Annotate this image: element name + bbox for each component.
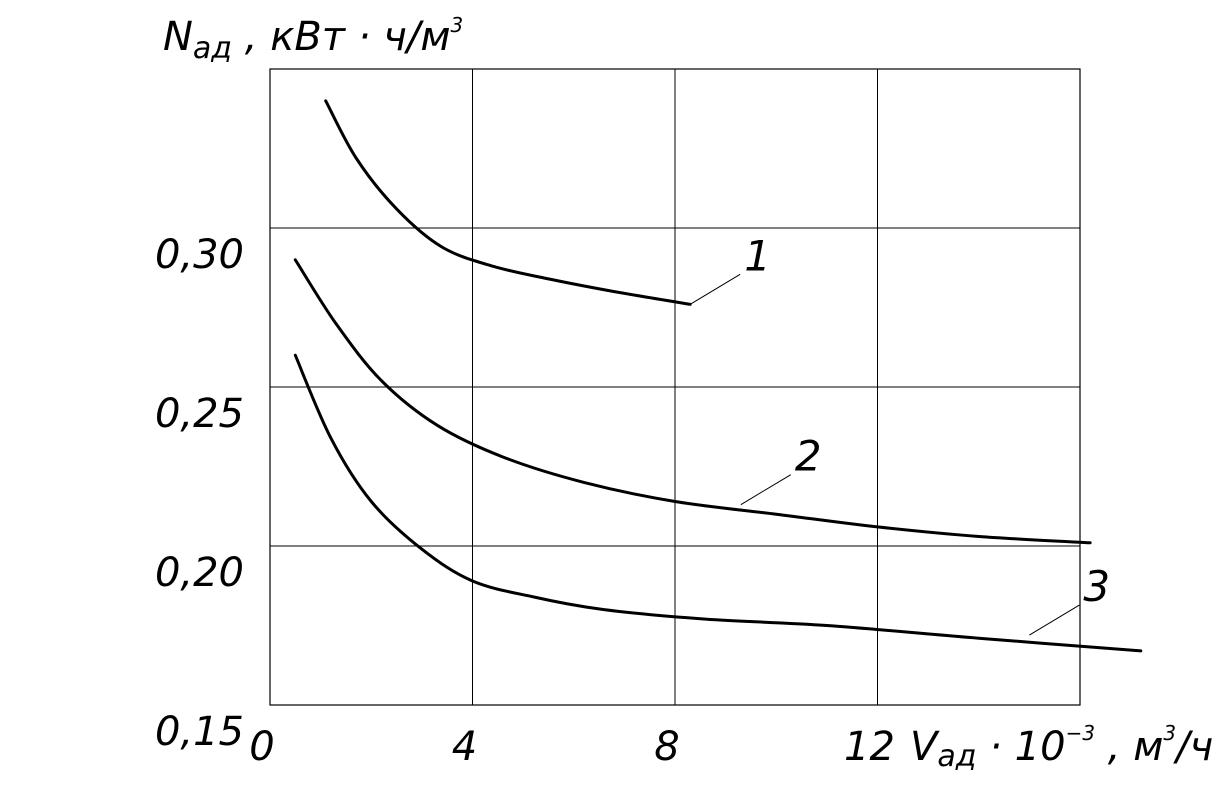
- y-tick-label: 0,20: [155, 550, 244, 596]
- x-axis-multiplier: · 10: [977, 724, 1066, 770]
- leader-lines: [689, 273, 1080, 636]
- leader-line-2: [740, 474, 792, 506]
- y-tick-label: 0,15: [155, 709, 244, 755]
- y-axis-title: Nад , кВт · ч/м3: [163, 13, 463, 66]
- curve-label-3: 3: [1083, 562, 1110, 611]
- curve-series-3: [293, 353, 1143, 653]
- y-axis-units-exponent: 3: [451, 13, 464, 37]
- x-axis-symbol: V: [910, 724, 940, 770]
- curves: [293, 99, 1143, 653]
- x-tick-labels: 0 4 8 12: [249, 724, 895, 770]
- y-axis-symbol: N: [163, 14, 193, 60]
- x-tick-label: 0: [249, 724, 274, 770]
- x-axis-subscript: ад: [937, 739, 976, 774]
- curve-series-1: [324, 99, 692, 306]
- x-axis-multiplier-exponent: −3: [1066, 721, 1095, 745]
- y-axis-subscript: ад: [193, 31, 232, 66]
- x-axis-title: Vад · 10−3 , м3/ч: [910, 721, 1213, 774]
- x-tick-label: 8: [654, 724, 679, 770]
- y-tick-label: 0,30: [155, 232, 244, 278]
- curve-labels: 1 2 3: [744, 231, 1110, 611]
- curve-series-2: [293, 258, 1092, 545]
- grid: [270, 69, 1080, 705]
- x-axis-units-suffix: /ч: [1173, 724, 1213, 770]
- y-tick-label: 0,25: [155, 391, 244, 437]
- x-tick-label: 12: [844, 724, 895, 770]
- leader-line-3: [1029, 604, 1080, 636]
- x-axis-units-exponent: 3: [1163, 721, 1176, 745]
- x-axis-units: , м: [1095, 724, 1163, 770]
- x-tick-label: 4: [452, 724, 477, 770]
- curve-label-2: 2: [795, 432, 822, 481]
- y-tick-labels: 0,30 0,25 0,20 0,15: [155, 232, 244, 755]
- leader-line-1: [689, 273, 741, 305]
- y-axis-units: , кВт · ч/м: [232, 14, 450, 60]
- curve-label-1: 1: [744, 231, 771, 280]
- plot-frame: [269, 68, 1081, 706]
